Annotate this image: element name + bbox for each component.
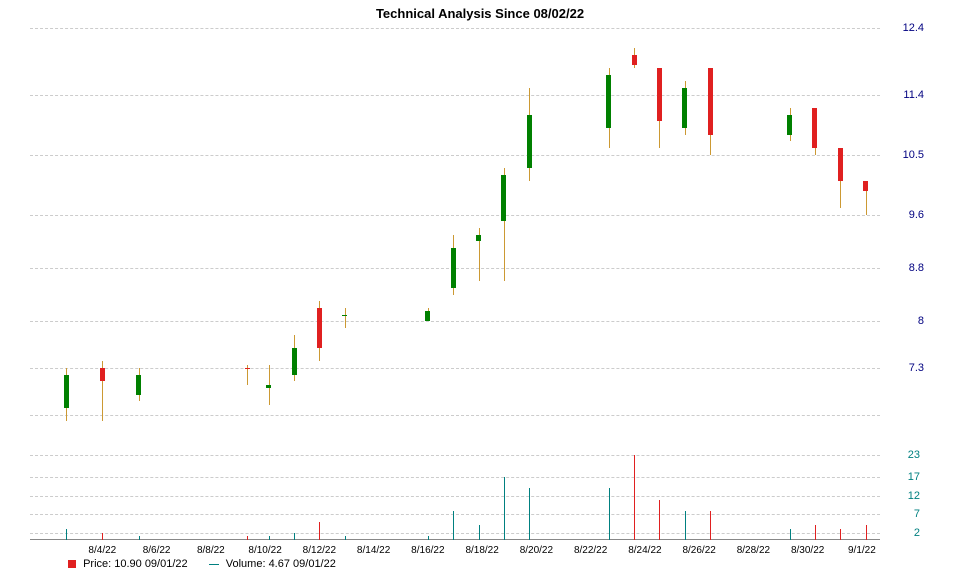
volume-bar bbox=[66, 529, 67, 540]
candle-body bbox=[100, 368, 105, 381]
price-gridline bbox=[30, 368, 880, 369]
volume-gridline bbox=[30, 455, 880, 456]
candle-body bbox=[708, 68, 713, 135]
candle-body bbox=[527, 115, 532, 168]
price-y-tick: 12.4 bbox=[903, 22, 924, 34]
volume-y-tick: 2 bbox=[914, 527, 920, 539]
price-gridline bbox=[30, 155, 880, 156]
volume-bar bbox=[428, 536, 429, 540]
volume-y-tick: 7 bbox=[914, 508, 920, 520]
volume-bar bbox=[504, 477, 505, 540]
legend-price-swatch bbox=[68, 560, 76, 568]
candle-body bbox=[451, 248, 456, 288]
volume-bar bbox=[453, 511, 454, 540]
x-tick-label: 8/16/22 bbox=[411, 545, 444, 556]
x-tick-label: 8/18/22 bbox=[465, 545, 498, 556]
x-tick-label: 8/14/22 bbox=[357, 545, 390, 556]
x-axis-line bbox=[30, 539, 880, 540]
volume-y-tick: 23 bbox=[908, 449, 920, 461]
candle-body bbox=[425, 311, 430, 321]
legend-volume-label: Volume: 4.67 09/01/22 bbox=[226, 558, 336, 570]
legend-volume-swatch bbox=[209, 564, 219, 565]
candle-body bbox=[501, 175, 506, 222]
candle-body bbox=[476, 235, 481, 242]
candle-body bbox=[682, 88, 687, 128]
legend-volume: Volume: 4.67 09/01/22 bbox=[209, 558, 336, 570]
x-tick-label: 8/30/22 bbox=[791, 545, 824, 556]
volume-bar bbox=[139, 536, 140, 540]
price-y-tick: 8 bbox=[918, 315, 924, 327]
volume-gridline bbox=[30, 533, 880, 534]
volume-y-tick: 17 bbox=[908, 471, 920, 483]
x-tick-label: 8/4/22 bbox=[88, 545, 116, 556]
volume-bar bbox=[529, 488, 530, 540]
price-y-tick: 10.5 bbox=[903, 149, 924, 161]
volume-bar bbox=[840, 529, 841, 540]
x-tick-label: 8/26/22 bbox=[682, 545, 715, 556]
candle-body bbox=[632, 55, 637, 65]
price-y-tick: 9.6 bbox=[909, 209, 924, 221]
candle-body bbox=[245, 368, 250, 369]
volume-bar bbox=[319, 522, 320, 540]
chart-title: Technical Analysis Since 08/02/22 bbox=[0, 6, 960, 21]
candle-body bbox=[863, 181, 868, 191]
candle-wick bbox=[345, 308, 346, 328]
x-tick-label: 8/10/22 bbox=[248, 545, 281, 556]
candle-body bbox=[812, 108, 817, 148]
x-tick-label: 8/8/22 bbox=[197, 545, 225, 556]
candle-body bbox=[342, 315, 347, 316]
price-gridline bbox=[30, 415, 880, 416]
candle-body bbox=[64, 375, 69, 408]
price-y-tick: 7.3 bbox=[909, 362, 924, 374]
price-gridline bbox=[30, 28, 880, 29]
volume-bar bbox=[710, 511, 711, 540]
legend-price: Price: 10.90 09/01/22 bbox=[68, 558, 188, 570]
candle-body bbox=[838, 148, 843, 181]
legend-price-label: Price: 10.90 09/01/22 bbox=[83, 558, 188, 570]
x-tick-label: 8/6/22 bbox=[143, 545, 171, 556]
volume-gridline bbox=[30, 514, 880, 515]
candle-body bbox=[787, 115, 792, 135]
x-tick-label: 8/20/22 bbox=[520, 545, 553, 556]
price-y-tick: 11.4 bbox=[903, 89, 924, 101]
x-tick-label: 8/22/22 bbox=[574, 545, 607, 556]
volume-bar bbox=[102, 533, 103, 540]
candle-body bbox=[266, 385, 271, 388]
volume-plot-area: 271217238/4/228/6/228/8/228/10/228/12/22… bbox=[30, 448, 880, 540]
chart-container: Technical Analysis Since 08/02/22 7.388.… bbox=[0, 0, 960, 576]
x-tick-label: 8/28/22 bbox=[737, 545, 770, 556]
price-gridline bbox=[30, 95, 880, 96]
candle-body bbox=[292, 348, 297, 375]
volume-bar bbox=[345, 536, 346, 540]
volume-bar bbox=[247, 536, 248, 540]
candle-body bbox=[136, 375, 141, 395]
x-tick-label: 9/1/22 bbox=[848, 545, 876, 556]
x-tick-label: 8/24/22 bbox=[628, 545, 661, 556]
volume-bar bbox=[866, 525, 867, 540]
price-plot-area: 7.388.89.610.511.412.4 bbox=[30, 28, 880, 448]
volume-bar bbox=[479, 525, 480, 540]
volume-bar bbox=[269, 536, 270, 540]
x-tick-label: 8/12/22 bbox=[303, 545, 336, 556]
volume-bar bbox=[659, 500, 660, 540]
volume-bar bbox=[685, 511, 686, 540]
volume-y-tick: 12 bbox=[908, 490, 920, 502]
price-gridline bbox=[30, 215, 880, 216]
volume-bar bbox=[609, 488, 610, 540]
volume-gridline bbox=[30, 496, 880, 497]
legend: Price: 10.90 09/01/22 Volume: 4.67 09/01… bbox=[68, 558, 354, 570]
candle-body bbox=[606, 75, 611, 128]
volume-bar bbox=[815, 525, 816, 540]
volume-gridline bbox=[30, 477, 880, 478]
volume-bar bbox=[790, 529, 791, 540]
candle-body bbox=[657, 68, 662, 121]
price-y-tick: 8.8 bbox=[909, 262, 924, 274]
candle-body bbox=[317, 308, 322, 348]
volume-bar bbox=[294, 533, 295, 540]
price-gridline bbox=[30, 321, 880, 322]
volume-bar bbox=[634, 455, 635, 540]
